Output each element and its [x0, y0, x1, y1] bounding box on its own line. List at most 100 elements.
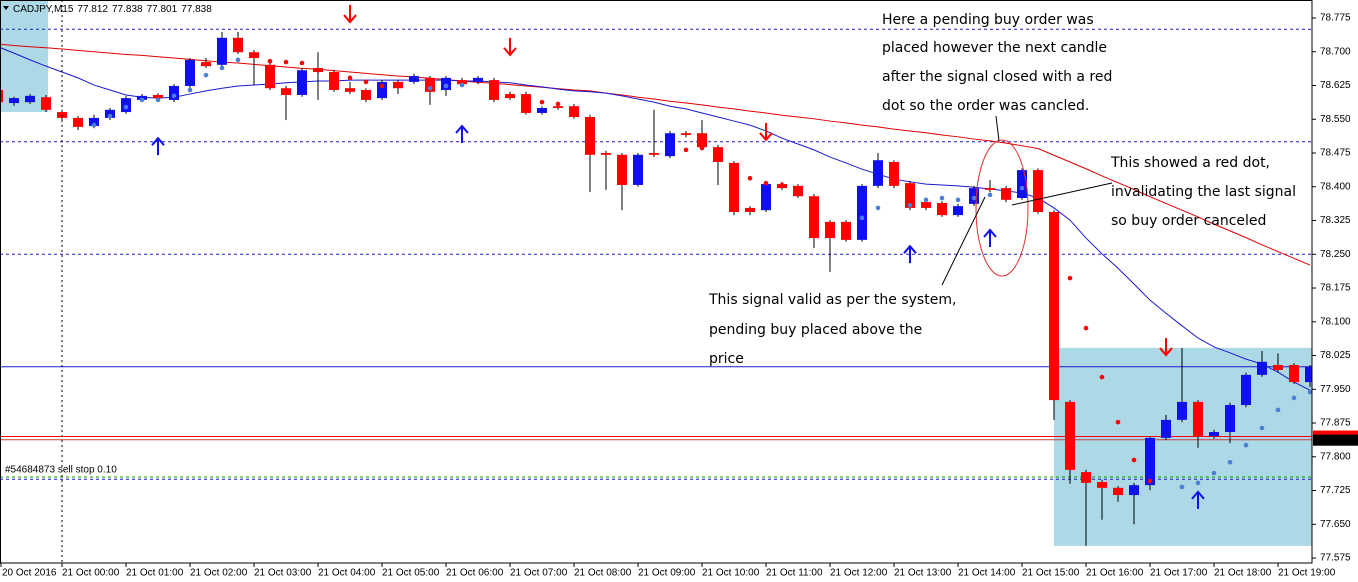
candle-body — [281, 88, 291, 95]
signal-dot — [971, 195, 977, 201]
menu-triangle — [3, 6, 9, 10]
symbol: CADJPY,M15 — [13, 4, 74, 15]
price-tag-bg — [1313, 434, 1358, 446]
x-tick-label: 21 Oct 11:00 — [766, 568, 823, 579]
candle-body — [201, 62, 211, 67]
annotation-line: so buy order canceled — [1111, 213, 1266, 229]
candle-body — [409, 76, 419, 82]
y-tick-label: 78.475 — [1320, 148, 1351, 159]
candle-body — [1001, 188, 1011, 200]
candle-body — [1065, 401, 1075, 470]
signal-dot — [859, 215, 865, 221]
signal-dot — [1019, 185, 1025, 191]
signal-dot — [987, 192, 993, 198]
y-tick-label: 77.950 — [1320, 384, 1351, 395]
signal-dot — [1227, 459, 1233, 465]
x-tick-label: 21 Oct 01:00 — [126, 568, 184, 579]
candle-body — [345, 88, 355, 92]
candle-body — [457, 80, 467, 85]
signal-dot — [491, 89, 497, 95]
signal-dot — [315, 67, 321, 73]
signal-arrow — [983, 228, 997, 247]
candle-body — [185, 59, 195, 86]
annotation-line: This signal valid as per the system, — [708, 292, 956, 308]
signal-dot — [1051, 227, 1057, 233]
candle-body — [729, 162, 739, 212]
signal-dot — [1115, 419, 1121, 425]
x-tick-label: 20 Oct 2016 — [2, 568, 57, 579]
x-tick-label: 21 Oct 03:00 — [254, 568, 312, 579]
candle-body — [905, 183, 915, 208]
signal-dot — [1259, 425, 1265, 431]
signal-dot — [747, 175, 753, 181]
candle-body — [9, 98, 19, 104]
candle-body — [473, 77, 483, 82]
signal-dot — [795, 189, 801, 195]
x-tick-label: 21 Oct 13:00 — [894, 568, 952, 579]
signal-dot — [1099, 374, 1105, 380]
signal-arrow — [151, 136, 165, 156]
signal-dot — [779, 182, 785, 188]
candle-body — [1241, 374, 1251, 406]
signal-dot — [715, 152, 721, 158]
signal-arrow — [759, 122, 773, 142]
signal-dot — [299, 60, 305, 66]
annotation-line: placed however the next candle — [882, 40, 1107, 56]
candle-body — [1081, 472, 1091, 483]
candle-body — [633, 154, 643, 185]
zone — [0, 0, 48, 113]
signal-dot — [379, 83, 385, 89]
x-tick-label: 21 Oct 15:00 — [1022, 568, 1080, 579]
y-tick-label: 77.875 — [1320, 418, 1351, 429]
y-tick-label: 78.175 — [1320, 283, 1351, 294]
moving-average — [0, 43, 1311, 266]
y-tick-label: 78.400 — [1320, 181, 1351, 192]
candle-body — [1033, 170, 1043, 212]
y-tick-label: 78.775 — [1320, 13, 1351, 24]
signal-dot — [347, 75, 353, 81]
signal-dot — [219, 65, 225, 71]
candle-body — [825, 221, 835, 239]
signal-dot — [1083, 325, 1089, 331]
signal-dot — [1291, 395, 1297, 401]
candle-body — [889, 162, 899, 186]
moving-average — [0, 47, 1311, 391]
header-text: CADJPY,M15 77.812 77.838 77.801 77.838 — [13, 4, 212, 15]
candle-body — [553, 106, 563, 109]
candle-body — [297, 70, 307, 95]
candle-body — [1289, 364, 1299, 383]
signal-dot — [139, 97, 145, 103]
y-tick-label: 77.725 — [1320, 485, 1351, 496]
candle-body — [585, 117, 595, 155]
candle-body — [265, 64, 275, 89]
x-tick-label: 21 Oct 09:00 — [638, 568, 696, 579]
candle-body — [41, 97, 51, 110]
candle-body — [1145, 437, 1155, 486]
candle-body — [569, 106, 579, 118]
connector — [995, 115, 1000, 142]
y-tick-label: 78.025 — [1320, 350, 1351, 361]
candle-body — [937, 202, 947, 216]
candle-body — [425, 77, 435, 92]
candle-body — [153, 94, 163, 99]
signal-dot — [91, 122, 97, 128]
signal-dot — [427, 85, 433, 91]
x-tick-label: 21 Oct 12:00 — [830, 568, 888, 579]
candle-body — [649, 153, 659, 155]
x-tick-label: 21 Oct 00:00 — [62, 568, 120, 579]
candle-body — [377, 81, 387, 99]
signal-dot — [923, 197, 929, 203]
signal-dot — [763, 180, 769, 186]
signal-arrow — [343, 5, 357, 24]
candle-body — [233, 37, 243, 53]
open-price: 77.812 — [77, 4, 108, 15]
x-tick-label: 21 Oct 16:00 — [1086, 568, 1144, 579]
signal-dot — [699, 145, 705, 151]
signal-dot — [1243, 442, 1249, 448]
y-tick-label: 77.650 — [1320, 519, 1351, 530]
candle-body — [329, 72, 339, 91]
signal-dot — [1275, 407, 1281, 413]
candle-body — [1129, 485, 1139, 496]
